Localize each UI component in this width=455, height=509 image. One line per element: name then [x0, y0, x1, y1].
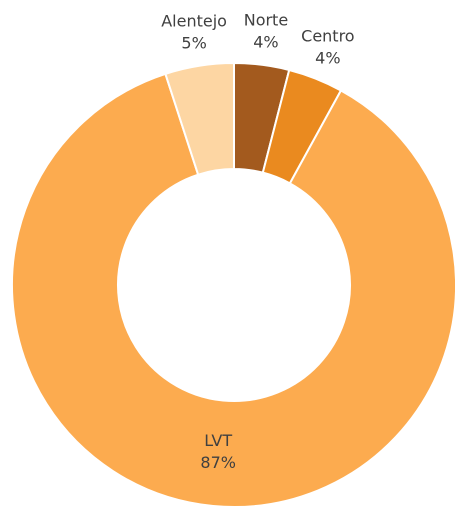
slice-label: Norte: [244, 11, 288, 30]
slice-value-label: 5%: [181, 34, 206, 53]
donut-slice: [164, 61, 235, 176]
slice-label: Alentejo: [161, 12, 227, 31]
donut-slice: [11, 72, 455, 508]
slice-value-label: 4%: [315, 48, 340, 67]
slice-value-label: 87%: [200, 453, 236, 472]
slice-value-label: 4%: [253, 33, 278, 52]
slice-label: Centro: [301, 26, 354, 45]
slice-label: LVT: [204, 431, 232, 450]
